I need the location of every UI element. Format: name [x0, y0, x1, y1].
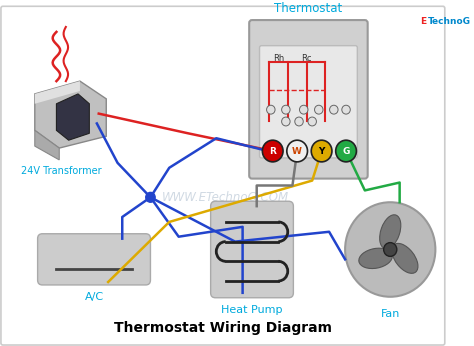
Circle shape — [295, 117, 303, 126]
Circle shape — [262, 140, 283, 162]
Circle shape — [342, 105, 350, 114]
Text: Fan: Fan — [381, 309, 400, 319]
Polygon shape — [35, 81, 80, 104]
Circle shape — [308, 117, 317, 126]
Circle shape — [315, 105, 323, 114]
Circle shape — [146, 192, 155, 202]
Ellipse shape — [392, 243, 418, 273]
Circle shape — [383, 243, 397, 256]
Text: Rc: Rc — [301, 54, 312, 63]
FancyBboxPatch shape — [249, 20, 368, 179]
Ellipse shape — [359, 248, 392, 268]
Polygon shape — [35, 81, 106, 148]
Text: G: G — [342, 147, 350, 156]
FancyBboxPatch shape — [210, 201, 293, 298]
Circle shape — [311, 140, 332, 162]
Circle shape — [345, 202, 436, 297]
FancyBboxPatch shape — [1, 6, 445, 345]
Text: R: R — [269, 147, 276, 156]
FancyBboxPatch shape — [260, 46, 357, 158]
Circle shape — [282, 105, 290, 114]
Text: TechnoG: TechnoG — [428, 17, 471, 26]
Circle shape — [300, 105, 308, 114]
Polygon shape — [35, 130, 59, 160]
Text: W: W — [292, 147, 302, 156]
Text: Y: Y — [319, 147, 325, 156]
Text: E: E — [420, 17, 426, 26]
Text: Heat Pump: Heat Pump — [221, 304, 283, 315]
Circle shape — [329, 105, 338, 114]
Circle shape — [266, 105, 275, 114]
Text: 24V Transformer: 24V Transformer — [21, 166, 101, 176]
Ellipse shape — [380, 215, 401, 249]
Circle shape — [287, 140, 308, 162]
Text: Thermostat: Thermostat — [274, 2, 343, 15]
Text: A/C: A/C — [84, 292, 104, 302]
Circle shape — [336, 140, 356, 162]
FancyBboxPatch shape — [37, 234, 150, 285]
Text: Rh: Rh — [273, 54, 284, 63]
Circle shape — [282, 117, 290, 126]
Text: WWW.ETechnoG.COM: WWW.ETechnoG.COM — [162, 191, 289, 204]
Text: Thermostat Wiring Diagram: Thermostat Wiring Diagram — [114, 321, 332, 335]
Polygon shape — [56, 94, 89, 140]
